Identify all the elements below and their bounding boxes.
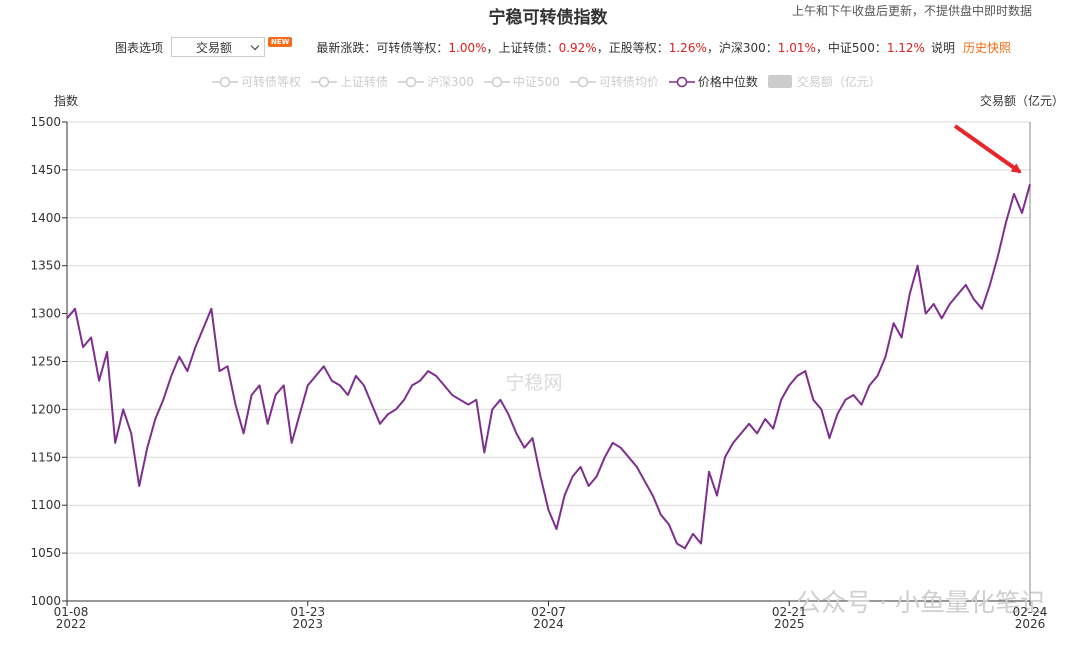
change-name: 中证500：: [827, 40, 887, 55]
legend-label: 沪深300: [427, 75, 474, 89]
legend-item[interactable]: 价格中位数: [668, 73, 758, 90]
legend-icon: [398, 76, 425, 87]
change-value: 1.01%: [777, 40, 816, 55]
x-tick-label: 01-23 2023: [290, 605, 326, 631]
line: [66, 184, 1031, 550]
y-tick-label: 1350: [30, 259, 61, 273]
change-value: 1.00%: [448, 40, 487, 55]
y-tick-label: 1250: [30, 355, 61, 369]
legend-label: 交易额（亿元）: [796, 75, 881, 89]
legend-label: 可转债等权: [241, 75, 302, 89]
change-value: 1.26%: [668, 40, 707, 55]
change-value: 1.12%: [886, 40, 925, 55]
legend-item[interactable]: 可转债等权: [212, 73, 301, 90]
legend-item[interactable]: 上证转债: [311, 73, 388, 90]
y-tick-label: 1400: [30, 211, 61, 225]
x-tick-label: 02-07 2024: [531, 605, 566, 631]
legend-icon: [569, 76, 596, 87]
y-tick-label: 1200: [30, 402, 61, 416]
change-value: 0.92%: [558, 40, 597, 55]
x-tick-label: 02-24 2026: [1012, 605, 1048, 631]
x-tick-label: 02-21 2025: [771, 605, 807, 631]
separator: ，: [596, 40, 609, 55]
change-name: 可转债等权：: [376, 40, 449, 55]
controls: 图表选项 交易额 NEW 最新涨跌：可转债等权：1.00%，上证转债：0.92%…: [115, 37, 1011, 57]
legend-item[interactable]: 交易额（亿元）: [767, 73, 881, 90]
watermark: 公众号 · 小鱼量化笔记: [796, 588, 1045, 617]
legend-label: 价格中位数: [697, 75, 758, 89]
watermark: 宁稳网: [505, 372, 562, 394]
explain-link[interactable]: 说明: [930, 40, 955, 55]
legend-item[interactable]: 可转债均价: [569, 73, 659, 90]
legend-icon: [668, 76, 695, 87]
latest-changes: 最新涨跌：可转债等权：1.00%，上证转债：0.92%，正股等权：1.26%，沪…: [316, 39, 925, 56]
annotation-arrow: [953, 124, 1022, 174]
changes-prefix: 最新涨跌：: [316, 40, 377, 55]
legend-icon: [767, 75, 792, 88]
change-name: 正股等权：: [608, 40, 669, 55]
legend-label: 中证500: [512, 75, 560, 89]
legend: 可转债等权 上证转债 沪深300 中证500 可转债均价 价格中位数 交易额（亿元）: [212, 73, 891, 90]
y-axis-title: 指数: [54, 94, 79, 108]
y-tick-label: 1100: [30, 498, 61, 512]
legend-icon: [311, 76, 338, 87]
option-select[interactable]: 交易额: [171, 37, 266, 57]
options-label: 图表选项: [115, 40, 164, 55]
new-badge: NEW: [268, 37, 293, 47]
change-name: 沪深300：: [718, 40, 778, 55]
legend-icon: [483, 76, 510, 87]
x-tick-label: 01-08 2022: [53, 605, 89, 631]
separator: ，: [815, 40, 828, 55]
update-note: 上午和下午收盘后更新，不提供盘中即时数据: [791, 4, 1032, 18]
y-tick-label: 1300: [30, 307, 61, 321]
separator: ，: [486, 40, 499, 55]
chart-title: 宁稳可转债指数: [488, 8, 608, 28]
history-link[interactable]: 历史快照: [962, 40, 1011, 55]
legend-label: 上证转债: [340, 75, 389, 89]
separator: ，: [706, 40, 719, 55]
y2-axis-title: 交易额（亿元）: [979, 94, 1064, 108]
legend-icon: [212, 76, 238, 87]
y-tick-label: 1050: [30, 546, 61, 560]
legend-label: 可转债均价: [598, 75, 659, 89]
y-tick-label: 1000: [30, 594, 61, 608]
y-tick-label: 1450: [30, 163, 61, 177]
y-tick-label: 1150: [30, 450, 61, 464]
legend-item[interactable]: 沪深300: [398, 73, 474, 90]
change-name: 上证转债：: [498, 40, 559, 55]
legend-item[interactable]: 中证500: [483, 73, 560, 90]
y-tick-label: 1500: [30, 115, 61, 129]
